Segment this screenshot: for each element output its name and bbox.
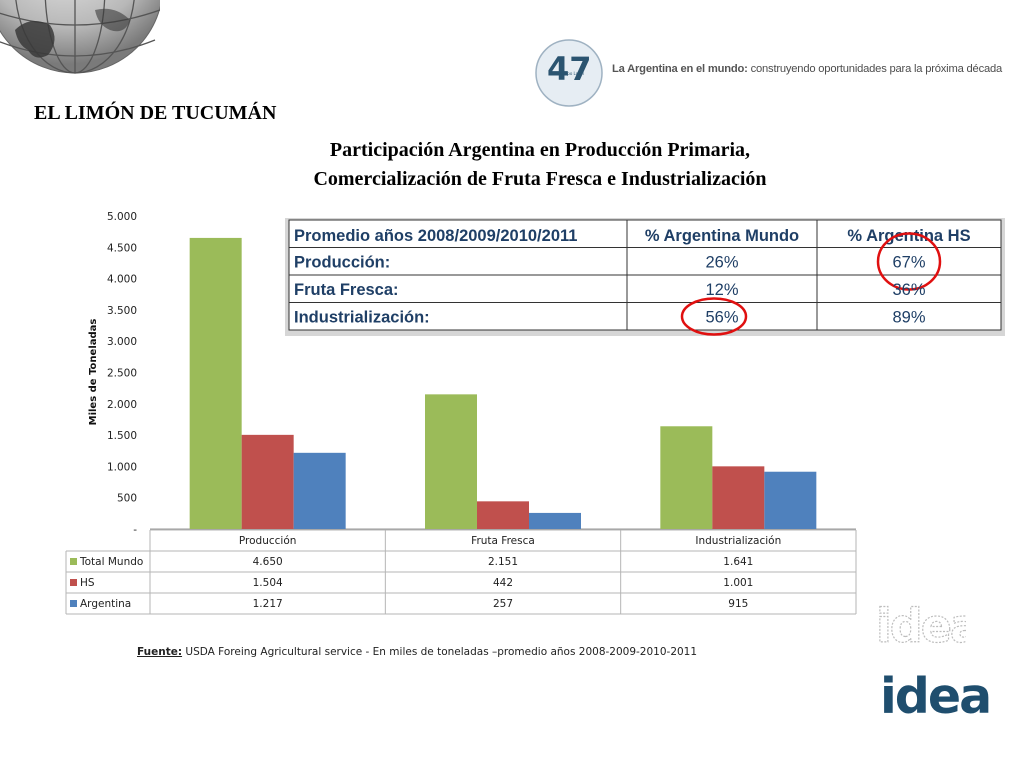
bar-1-0	[425, 394, 477, 529]
summary-row-label-0: Producción:	[294, 254, 390, 272]
tagline-rest: construyendo oportunidades para la próxi…	[750, 63, 1003, 75]
data-label-0-0: 4.650	[253, 556, 283, 568]
bar-0-1	[241, 434, 294, 529]
subtitle-line-2: Comercialización de Fruta Fresca e Indus…	[313, 168, 767, 190]
summary-hs-1: 36%	[892, 281, 925, 299]
source-label: Fuente:	[137, 646, 183, 658]
idea-logo: idea	[880, 668, 992, 725]
data-label-1-0: 1.504	[253, 577, 283, 589]
bar-2-2	[764, 471, 817, 529]
summary-hs-2: 89%	[892, 309, 925, 327]
summary-header-0: Promedio años 2008/2009/2010/2011	[294, 227, 577, 245]
summary-mundo-0: 26%	[705, 254, 738, 272]
summary-mundo-2: 56%	[705, 309, 738, 327]
data-table: Producción Fruta Fresca Industrialización T…	[65, 529, 857, 615]
y-tick-label: 1.000	[107, 461, 137, 473]
summary-header-2: % Argentina HS	[847, 227, 970, 245]
idea-outline-logo: idea	[875, 598, 966, 650]
legend-label-1: HS	[80, 577, 95, 589]
highlight-circle-mundo-2	[680, 297, 748, 336]
highlight-circle-hs-0	[876, 232, 942, 291]
y-tick-label: 3.000	[107, 336, 137, 348]
summary-row-label-2: Industrialización:	[294, 309, 430, 327]
idea-outline-text: idea	[876, 599, 966, 650]
y-tick-label: 3.500	[107, 305, 137, 317]
summary-mundo-1: 12%	[705, 281, 738, 299]
bar-1-1	[477, 501, 529, 529]
bar-0-2	[293, 452, 346, 529]
subtitle-line-1: Participación Argentina en Producción Pr…	[329, 139, 751, 161]
y-tick-label: 2.000	[107, 399, 137, 411]
y-tick-label: 5.000	[107, 211, 137, 223]
bar-2-1	[712, 466, 765, 529]
y-tick-label: 4.000	[107, 274, 137, 286]
data-label-2-2: 915	[728, 598, 748, 610]
data-label-0-1: 2.151	[488, 556, 518, 568]
logo-small-text: Grupo Local	[560, 71, 584, 76]
y-axis-label: Miles de Toneladas	[88, 319, 99, 426]
tagline: La Argentina en el mundo: construyendo o…	[612, 63, 1002, 75]
chart-subtitle: Participación Argentina en Producción Pr…	[220, 136, 860, 194]
data-label-0-2: 1.641	[723, 556, 753, 568]
tagline-bold: La Argentina en el mundo:	[612, 63, 748, 75]
bar-0-0	[189, 237, 242, 529]
logo-number: 47	[547, 50, 592, 88]
data-label-1-1: 442	[493, 577, 513, 589]
summary-header-1: % Argentina Mundo	[645, 227, 799, 245]
data-label-1-2: 1.001	[723, 577, 753, 589]
legend-swatch-2	[70, 600, 77, 607]
source-text: USDA Foreing Agricultural service - En m…	[185, 646, 698, 658]
legend-label-0: Total Mundo	[79, 556, 143, 568]
bar-1-2	[529, 512, 581, 529]
grupo-47-logo: 47 Grupo Local	[535, 39, 603, 107]
data-label-2-1: 257	[493, 598, 513, 610]
legend-swatch-1	[70, 579, 77, 586]
summary-hs-0: 67%	[892, 254, 925, 272]
y-tick-label: 4.500	[107, 242, 137, 254]
bars	[189, 237, 817, 529]
y-tick-label: 500	[117, 493, 137, 505]
y-tick-label: 1.500	[107, 430, 137, 442]
summary-row-label-1: Fruta Fresca:	[294, 281, 399, 299]
slide-title: EL LIMÓN DE TUCUMÁN	[34, 102, 277, 124]
source-note: Fuente: USDA Foreing Agricultural servic…	[137, 646, 697, 658]
lemon-bar-chart: - 500 1.000 1.500 2.000 2.500 3.000 3.500 4.000 4…	[65, 211, 1005, 615]
category-label-2: Industrialización	[695, 535, 781, 547]
legend-label-2: Argentina	[80, 598, 131, 610]
legend-swatch-0	[70, 558, 77, 565]
data-label-2-0: 1.217	[253, 598, 283, 610]
y-tick-label: -	[133, 524, 137, 536]
summary-table: Promedio años 2008/2009/2010/2011 % Argen…	[285, 218, 1005, 336]
category-label-1: Fruta Fresca	[471, 535, 535, 547]
globe-graphic	[0, 0, 160, 74]
y-tick-label: 2.500	[107, 368, 137, 380]
bar-2-0	[660, 426, 713, 529]
category-label-0: Producción	[239, 535, 297, 547]
